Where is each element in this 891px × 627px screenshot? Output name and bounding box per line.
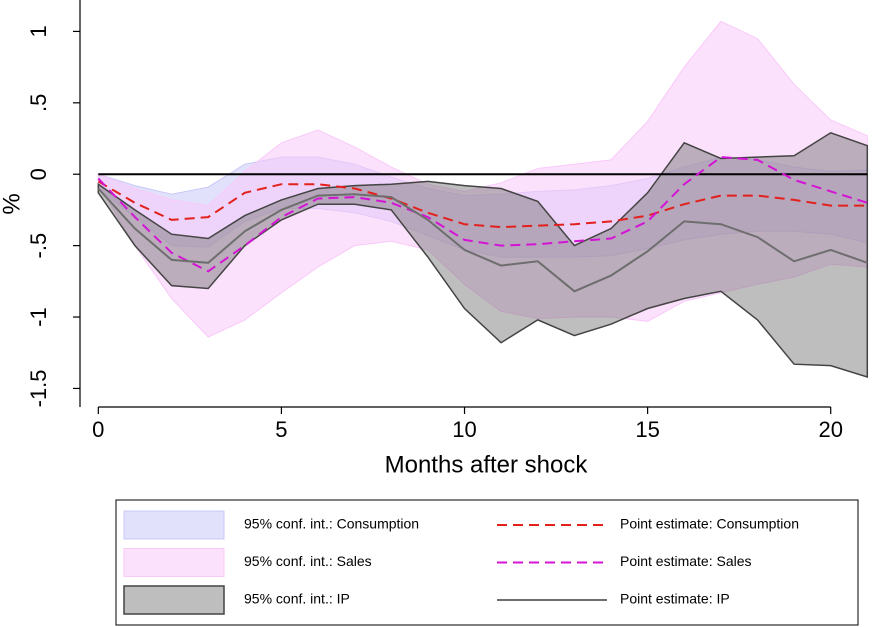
legend-label: Point estimate: Consumption <box>620 516 799 532</box>
legend-box <box>115 499 859 626</box>
point-estimate-line <box>97 156 868 273</box>
legend-label: 95% conf. int.: IP <box>244 591 350 607</box>
y-tick-label: 0 <box>26 168 51 180</box>
y-tick-label: 1 <box>26 25 51 37</box>
confidence-band <box>97 131 869 379</box>
x-tick-label: 20 <box>818 417 842 442</box>
legend-label: 95% conf. int.: Sales <box>244 553 372 569</box>
y-tick-label: -.5 <box>26 233 51 259</box>
legend-swatch <box>123 585 225 615</box>
y-tick-label: -1 <box>26 307 51 327</box>
x-tick-label: 10 <box>452 417 476 442</box>
x-axis-label: Months after shock <box>385 451 589 478</box>
y-tick-label: .5 <box>26 94 51 112</box>
legend-label: Point estimate: Sales <box>620 553 752 569</box>
legend-label: 95% conf. int.: Consumption <box>244 516 419 532</box>
x-tick-label: 5 <box>275 417 287 442</box>
x-tick-label: 15 <box>635 417 659 442</box>
y-tick-label: -1.5 <box>26 369 51 407</box>
legend-swatch <box>123 510 225 540</box>
legend-swatch <box>123 548 225 577</box>
y-axis-label: % <box>0 193 25 214</box>
x-tick-label: 0 <box>92 417 104 442</box>
point-estimate-line <box>97 187 868 293</box>
legend-label: Point estimate: IP <box>620 591 730 607</box>
point-estimate-line <box>97 180 868 229</box>
